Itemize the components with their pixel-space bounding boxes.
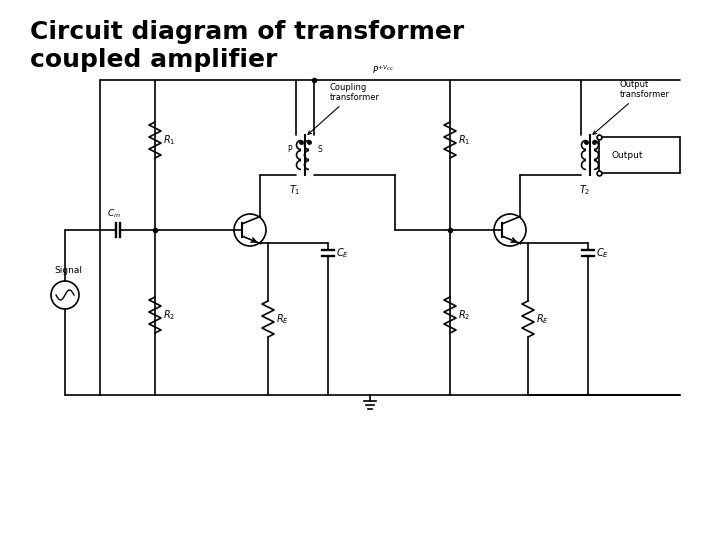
Text: $R_E$: $R_E$ xyxy=(276,312,289,326)
Text: S: S xyxy=(318,145,323,154)
Text: $R_1$: $R_1$ xyxy=(458,133,470,147)
Text: $P^{+V_{CC}}$: $P^{+V_{CC}}$ xyxy=(372,64,395,76)
Text: P: P xyxy=(287,145,292,154)
Text: $R_2$: $R_2$ xyxy=(163,308,176,322)
Text: Signal: Signal xyxy=(54,266,82,275)
Text: $C_{in}$: $C_{in}$ xyxy=(107,207,121,220)
Text: Coupling
transformer: Coupling transformer xyxy=(308,83,380,134)
Text: $R_2$: $R_2$ xyxy=(458,308,470,322)
Text: coupled amplifier: coupled amplifier xyxy=(30,48,277,72)
Text: $R_E$: $R_E$ xyxy=(536,312,549,326)
Text: Output: Output xyxy=(612,151,644,159)
Text: Circuit diagram of transformer: Circuit diagram of transformer xyxy=(30,20,464,44)
Text: $T_1$: $T_1$ xyxy=(289,183,301,197)
Text: $R_1$: $R_1$ xyxy=(163,133,176,147)
Text: $C_E$: $C_E$ xyxy=(336,246,349,260)
Text: $T_2$: $T_2$ xyxy=(580,183,590,197)
Text: Output
transformer: Output transformer xyxy=(593,79,670,134)
Text: $C_E$: $C_E$ xyxy=(596,246,609,260)
